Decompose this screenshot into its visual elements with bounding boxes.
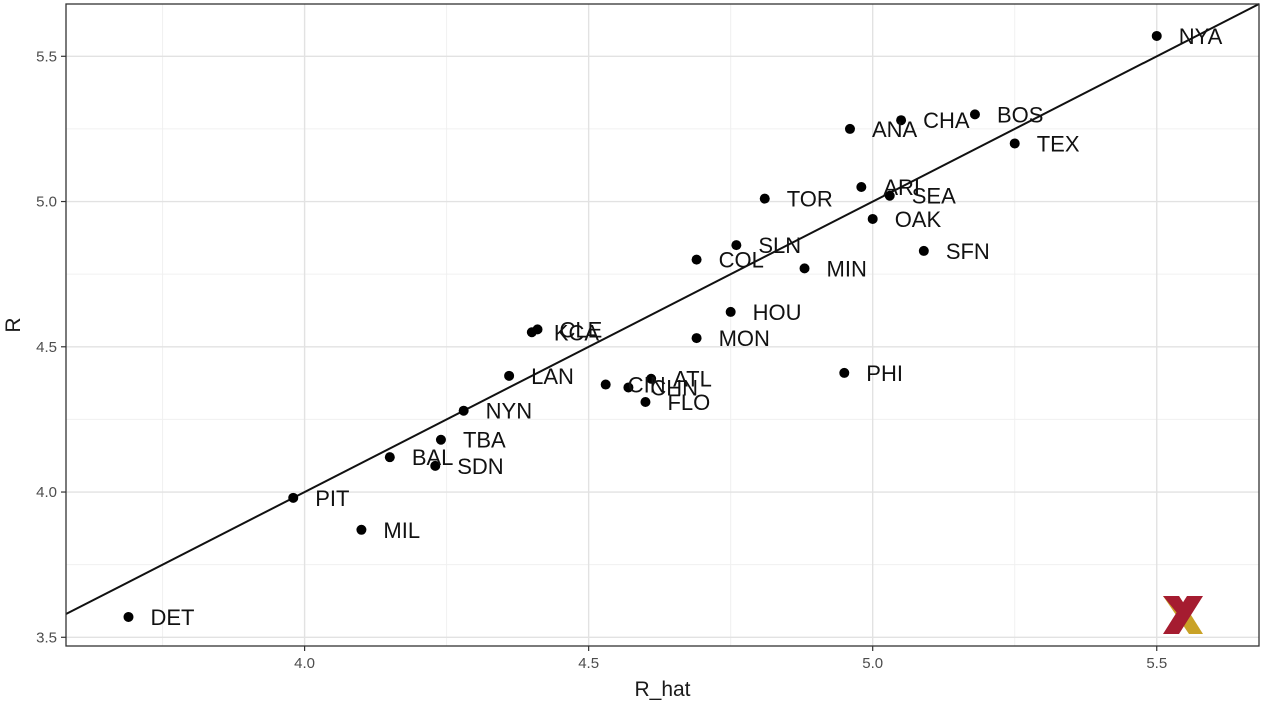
data-point bbox=[623, 382, 634, 393]
data-point bbox=[1151, 30, 1162, 41]
point-label: TOR bbox=[787, 187, 833, 212]
data-point bbox=[867, 213, 878, 224]
data-point bbox=[504, 370, 515, 381]
data-point bbox=[691, 254, 702, 265]
data-point bbox=[384, 452, 395, 463]
plot-panel-border bbox=[65, 3, 1260, 647]
x-axis-title: R_hat bbox=[634, 678, 690, 701]
data-point bbox=[640, 396, 651, 407]
point-label: CLE bbox=[560, 317, 603, 342]
point-label: PHI bbox=[866, 361, 903, 386]
point-label: DET bbox=[150, 605, 194, 630]
x-tick-label: 4.5 bbox=[578, 655, 599, 672]
data-point bbox=[918, 245, 929, 256]
point-label: ARI bbox=[883, 175, 920, 200]
point-label: HOU bbox=[753, 300, 802, 325]
data-points bbox=[123, 30, 1162, 622]
y-tick-label: 4.5 bbox=[36, 339, 57, 356]
data-point bbox=[600, 379, 611, 390]
point-label: KCA bbox=[554, 320, 600, 345]
minor-gridlines bbox=[66, 4, 1259, 646]
point-label: LAN bbox=[531, 364, 574, 389]
data-point bbox=[288, 492, 299, 503]
data-point bbox=[759, 193, 770, 204]
point-label: TBA bbox=[463, 428, 506, 453]
y-axis-title: R bbox=[2, 317, 25, 332]
data-point bbox=[526, 327, 537, 338]
y-tick-label: 4.0 bbox=[36, 484, 57, 501]
point-label: CIN bbox=[628, 373, 666, 398]
point-label: SEA bbox=[912, 184, 956, 209]
point-label: SFN bbox=[946, 239, 990, 264]
point-label: SLN bbox=[758, 233, 801, 258]
logo-icon bbox=[1163, 596, 1203, 634]
reference-line bbox=[65, 3, 1260, 615]
point-label: NYA bbox=[1179, 24, 1223, 49]
major-gridlines bbox=[66, 4, 1259, 646]
point-label: MIL bbox=[383, 518, 420, 543]
data-point bbox=[969, 109, 980, 120]
point-label: TEX bbox=[1037, 131, 1080, 156]
y-tick-label: 5.0 bbox=[36, 194, 57, 211]
identity-line bbox=[65, 3, 1260, 615]
data-point bbox=[356, 524, 367, 535]
data-point bbox=[839, 367, 850, 378]
x-tick-label: 5.0 bbox=[862, 655, 883, 672]
data-point bbox=[1009, 138, 1020, 149]
data-point bbox=[896, 115, 907, 126]
point-label: CHN bbox=[650, 375, 698, 400]
data-point bbox=[123, 611, 134, 622]
y-axis-ticks: 3.5 4.0 4.5 5.0 5.5 bbox=[36, 48, 66, 646]
data-point bbox=[435, 434, 446, 445]
point-label: CHA bbox=[923, 108, 970, 133]
y-tick-label: 5.5 bbox=[36, 48, 57, 65]
point-label: MIN bbox=[827, 256, 867, 281]
point-label: PIT bbox=[315, 486, 349, 511]
point-label: SDN bbox=[457, 454, 503, 479]
data-point bbox=[646, 373, 657, 384]
point-label: MON bbox=[719, 326, 770, 351]
point-label: FLO bbox=[667, 390, 710, 415]
data-point bbox=[884, 190, 895, 201]
point-label: ANA bbox=[872, 117, 918, 142]
x-axis-ticks: 4.0 4.5 5.0 5.5 bbox=[294, 646, 1167, 672]
data-point bbox=[458, 405, 469, 416]
point-label: NYN bbox=[486, 399, 532, 424]
data-point bbox=[799, 263, 810, 274]
data-point bbox=[844, 123, 855, 134]
data-point bbox=[856, 182, 867, 193]
data-point bbox=[731, 240, 742, 251]
logo-stroke-red-upper bbox=[1163, 596, 1190, 619]
point-label: COL bbox=[719, 248, 764, 273]
x-tick-label: 5.5 bbox=[1146, 655, 1167, 672]
x-tick-label: 4.0 bbox=[294, 655, 315, 672]
data-point bbox=[725, 306, 736, 317]
point-label: BAL bbox=[412, 445, 454, 470]
point-label: BOS bbox=[997, 102, 1043, 127]
point-label: OAK bbox=[895, 207, 942, 232]
data-point bbox=[430, 460, 441, 471]
y-tick-label: 3.5 bbox=[36, 629, 57, 646]
point-label: ATL bbox=[673, 367, 712, 392]
data-point bbox=[691, 333, 702, 344]
